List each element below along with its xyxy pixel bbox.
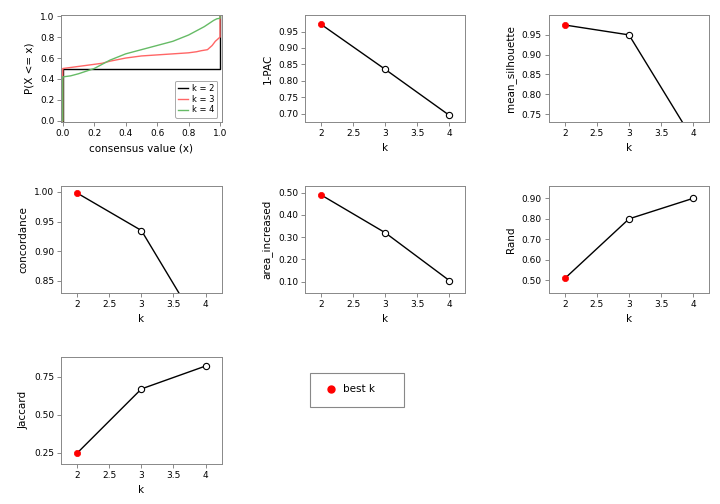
X-axis label: k: k bbox=[138, 485, 145, 495]
FancyBboxPatch shape bbox=[310, 373, 405, 407]
Text: best k: best k bbox=[343, 385, 376, 395]
Y-axis label: Jaccard: Jaccard bbox=[19, 391, 29, 429]
Y-axis label: area_increased: area_increased bbox=[261, 200, 272, 279]
Y-axis label: concordance: concordance bbox=[19, 206, 29, 273]
Y-axis label: P(X <= x): P(X <= x) bbox=[24, 43, 35, 94]
Y-axis label: 1-PAC: 1-PAC bbox=[262, 53, 272, 84]
X-axis label: k: k bbox=[626, 314, 632, 324]
X-axis label: k: k bbox=[382, 144, 388, 153]
X-axis label: k: k bbox=[626, 144, 632, 153]
X-axis label: k: k bbox=[138, 314, 145, 324]
Legend: k = 2, k = 3, k = 4: k = 2, k = 3, k = 4 bbox=[175, 81, 217, 118]
Y-axis label: Rand: Rand bbox=[506, 226, 516, 253]
X-axis label: k: k bbox=[382, 314, 388, 324]
Y-axis label: mean_silhouette: mean_silhouette bbox=[505, 25, 516, 112]
X-axis label: consensus value (x): consensus value (x) bbox=[89, 144, 194, 153]
